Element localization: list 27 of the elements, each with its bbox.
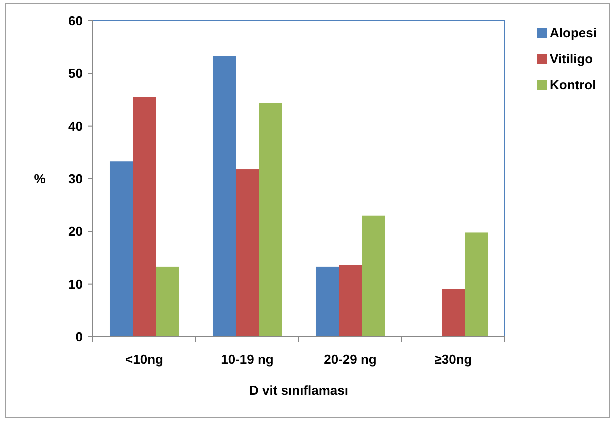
y-tick-label: 40 xyxy=(68,118,83,134)
x-tick-label: ≥30ng xyxy=(434,352,472,367)
bar xyxy=(236,170,259,337)
bar xyxy=(156,266,180,337)
x-tick-label: 20-29 ng xyxy=(324,352,377,367)
x-tick-label: <10ng xyxy=(126,352,164,367)
bar xyxy=(465,232,488,337)
bar xyxy=(339,265,362,337)
legend-label: Alopesi xyxy=(550,26,597,41)
bar xyxy=(212,56,236,337)
bar xyxy=(259,103,282,337)
y-tick-label: 20 xyxy=(68,224,83,240)
y-tick-label: 30 xyxy=(68,172,83,187)
bar xyxy=(442,289,465,337)
x-tick-label: 10-19 ng xyxy=(221,352,274,367)
bar xyxy=(362,216,386,337)
bar xyxy=(110,162,133,337)
bar xyxy=(133,97,156,337)
y-axis-title: % xyxy=(34,172,46,187)
bar xyxy=(316,266,339,337)
legend-label: Vitiligo xyxy=(550,52,594,67)
y-tick-label: 50 xyxy=(68,66,83,82)
legend-label: Kontrol xyxy=(550,78,596,93)
x-axis-title: D vit sınıflaması xyxy=(250,383,348,398)
y-tick-label: 10 xyxy=(68,276,83,292)
y-tick-label: 60 xyxy=(68,14,83,29)
y-tick-label: 0 xyxy=(76,330,83,345)
